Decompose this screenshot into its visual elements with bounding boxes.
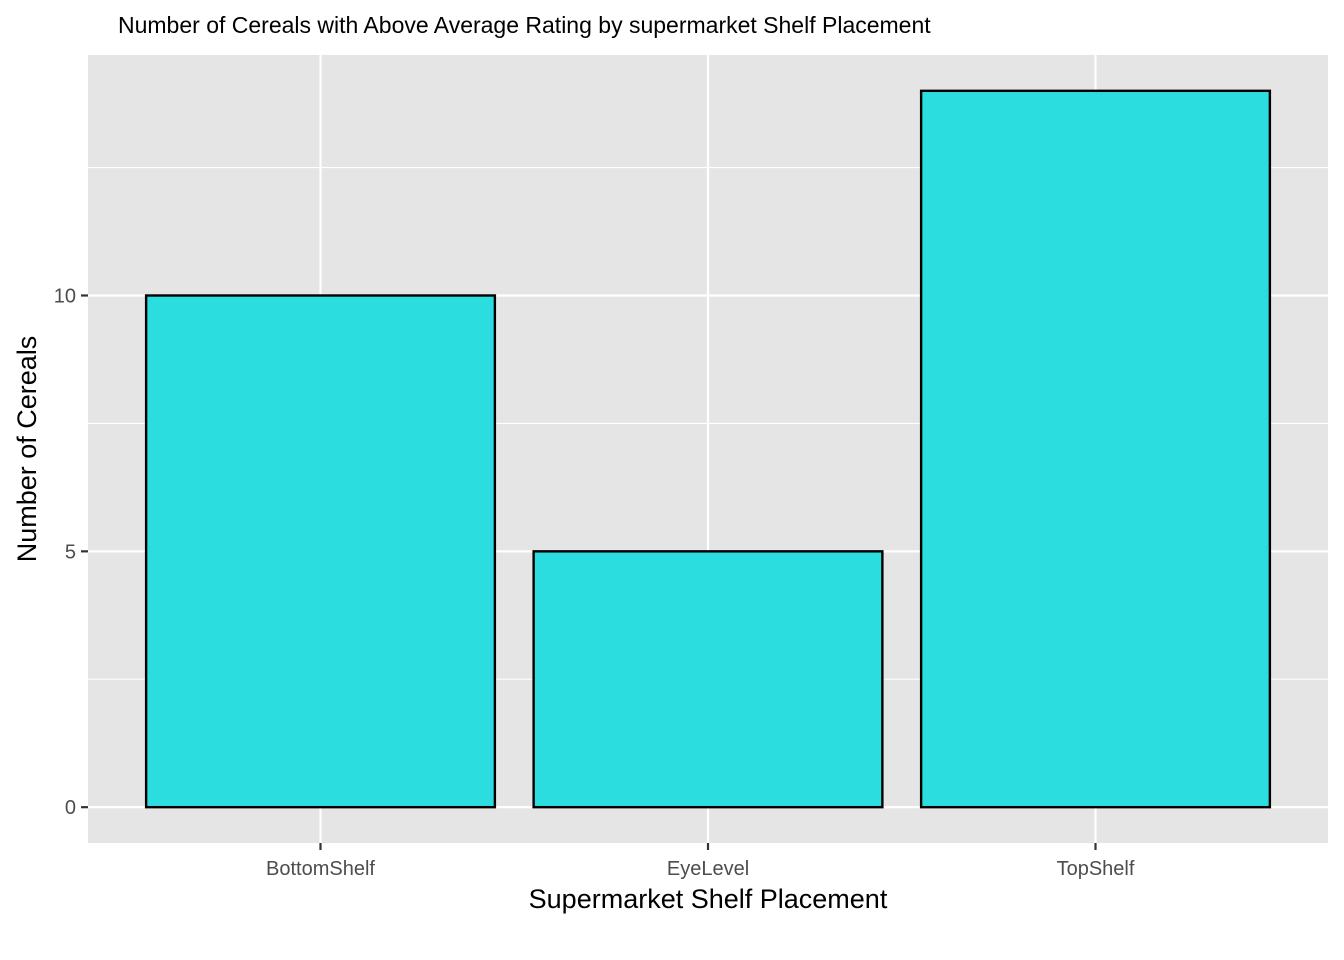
y-tick-label: 5 <box>65 541 76 563</box>
bars <box>144 89 1272 809</box>
y-axis-title: Number of Cereals <box>12 336 42 563</box>
bar-topshelf <box>919 89 1272 809</box>
x-axis-title: Supermarket Shelf Placement <box>529 884 888 914</box>
x-tick-label: EyeLevel <box>667 858 749 880</box>
x-tick-label: TopShelf <box>1057 858 1135 880</box>
bar-bottomshelf <box>144 294 497 809</box>
y-tick-label: 10 <box>54 285 76 307</box>
y-tick-label: 0 <box>65 797 76 819</box>
y-axis: 0 5 10 <box>54 285 88 819</box>
chart-title: Number of Cereals with Above Average Rat… <box>118 12 931 38</box>
x-tick-label: BottomShelf <box>266 858 375 880</box>
x-axis: BottomShelf EyeLevel TopShelf <box>266 843 1135 880</box>
bar-eyelevel <box>532 550 884 809</box>
